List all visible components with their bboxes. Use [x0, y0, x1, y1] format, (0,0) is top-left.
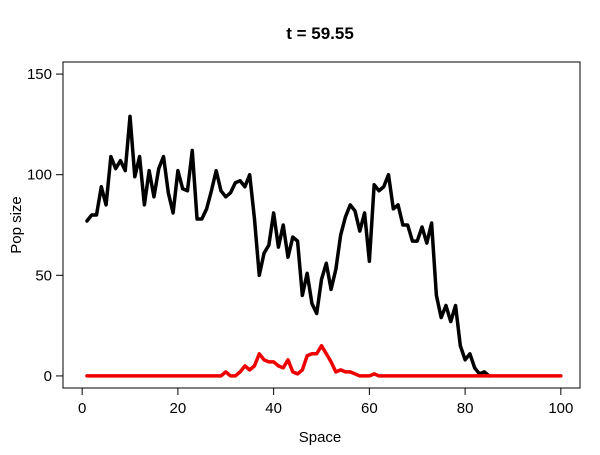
- plot-frame: [62, 61, 581, 389]
- y-tick-label: 100: [27, 167, 52, 184]
- series-line-2: [85, 343, 563, 378]
- x-tick-label: 100: [548, 400, 573, 417]
- series-layer: [85, 114, 563, 378]
- axes: 0 20 40 60 80 100 0 50 100 150: [27, 61, 581, 417]
- y-tick-label: 50: [35, 267, 52, 284]
- series-line-1: [85, 114, 491, 378]
- x-tick-label: 60: [361, 400, 378, 417]
- chart-title: t = 59.55: [286, 24, 354, 43]
- x-tick-label: 40: [265, 400, 282, 417]
- y-tick-label: 150: [27, 66, 52, 83]
- x-axis-label: Space: [299, 429, 342, 446]
- x-tick-label: 20: [170, 400, 187, 417]
- x-tick-label: 0: [78, 400, 86, 417]
- y-tick-label: 0: [44, 368, 52, 385]
- x-tick-label: 80: [457, 400, 474, 417]
- y-axis-label: Pop size: [8, 196, 25, 254]
